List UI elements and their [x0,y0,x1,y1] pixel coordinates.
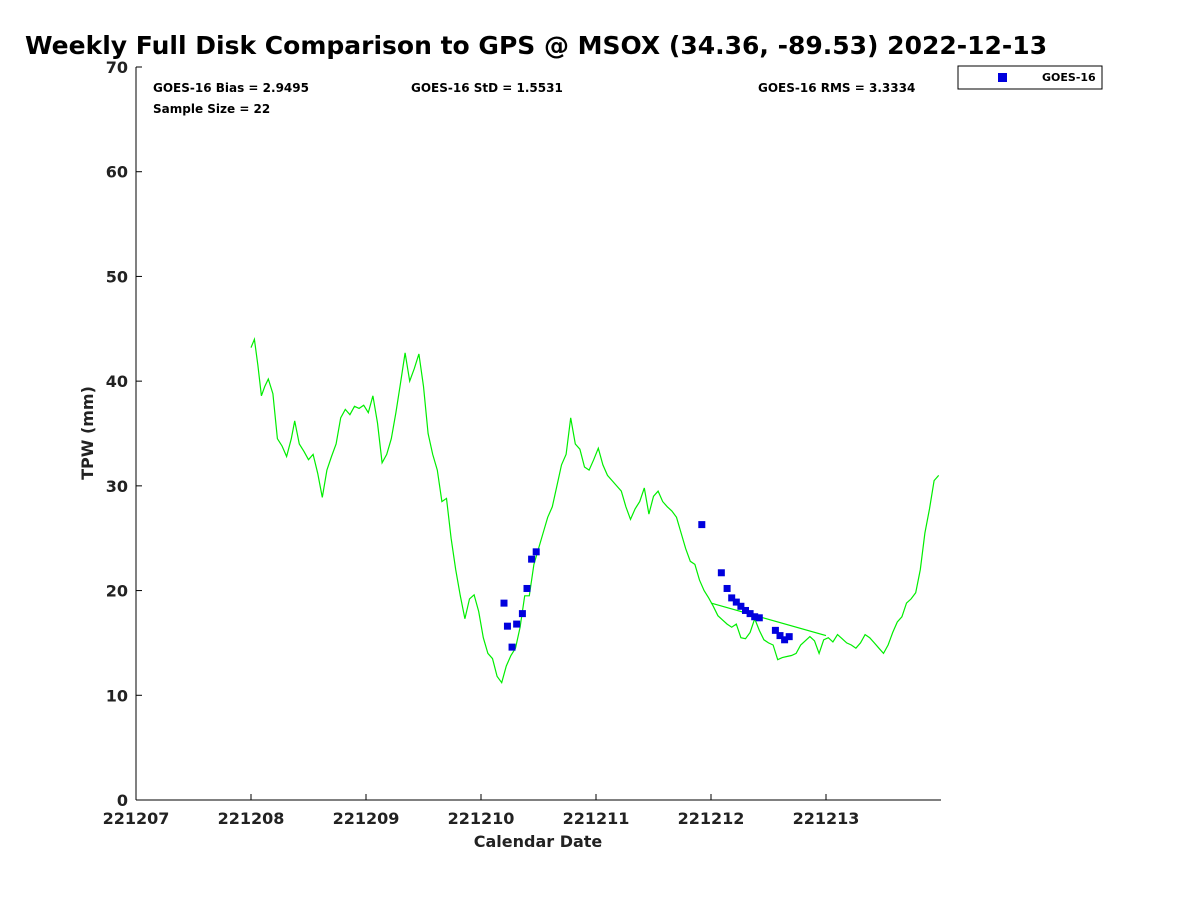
x-tick-label: 221208 [218,809,285,828]
goes16-point [513,620,521,628]
rms-stat: GOES-16 RMS = 3.3334 [758,81,915,95]
x-tick-label: 221210 [448,809,515,828]
x-tick-label: 221209 [333,809,400,828]
y-axis-label: TPW (mm) [78,386,97,480]
bias-stat: GOES-16 Bias = 2.9495 [153,81,309,95]
goes16-point [776,632,784,640]
goes16-point [742,606,749,614]
goes16-point [518,610,526,618]
plot-frame [136,67,941,800]
std-stat: GOES-16 StD = 1.5531 [411,81,563,95]
legend-label: GOES-16 [1042,71,1096,84]
goes16-point [723,584,731,592]
goes16-point [751,613,759,621]
goes16-point [737,602,745,610]
legend-box [957,65,1103,90]
goes16-point [528,555,536,563]
goes16-point [500,599,508,607]
legend: GOES-16 [957,65,1103,90]
plot-area [135,67,941,801]
goes16-point [698,521,706,529]
goes16-point [746,610,754,618]
legend-marker [998,73,1007,82]
x-tick-label: 221211 [563,809,630,828]
y-tick-label: 50 [106,267,128,286]
y-tick-label: 10 [106,686,128,705]
y-tick-label: 0 [117,791,128,810]
goes16-point [755,614,763,622]
x-tick-label: 221207 [103,809,170,828]
x-axis-label: Calendar Date [474,832,603,851]
goes16-series [500,521,793,651]
y-tick-label: 30 [106,477,128,496]
y-axis-ticks: 0 10 20 30 40 50 60 70 [106,58,142,810]
goes16-point [717,569,725,577]
gps-line [710,602,827,637]
y-tick-label: 60 [106,163,128,182]
goes16-point [771,626,779,634]
goes16-point [508,643,516,651]
chart-title: Weekly Full Disk Comparison to GPS @ MSO… [25,31,1047,60]
goes16-point [532,548,540,556]
x-tick-label: 221213 [793,809,860,828]
sample-size-stat: Sample Size = 22 [153,102,270,116]
goes16-point [728,594,736,602]
y-tick-label: 40 [106,372,128,391]
x-tick-label: 221212 [678,809,745,828]
goes16-point [523,584,531,592]
x-axis-ticks: 221207 221208 221209 221210 221211 221212 2212… [103,794,860,828]
gps-series [250,336,940,685]
gps-line [250,336,940,685]
goes16-point [785,633,793,641]
y-tick-label: 70 [106,58,128,77]
goes16-point [781,636,789,644]
goes16-point [503,622,511,630]
y-tick-label: 20 [106,582,128,601]
goes16-point [732,598,740,606]
